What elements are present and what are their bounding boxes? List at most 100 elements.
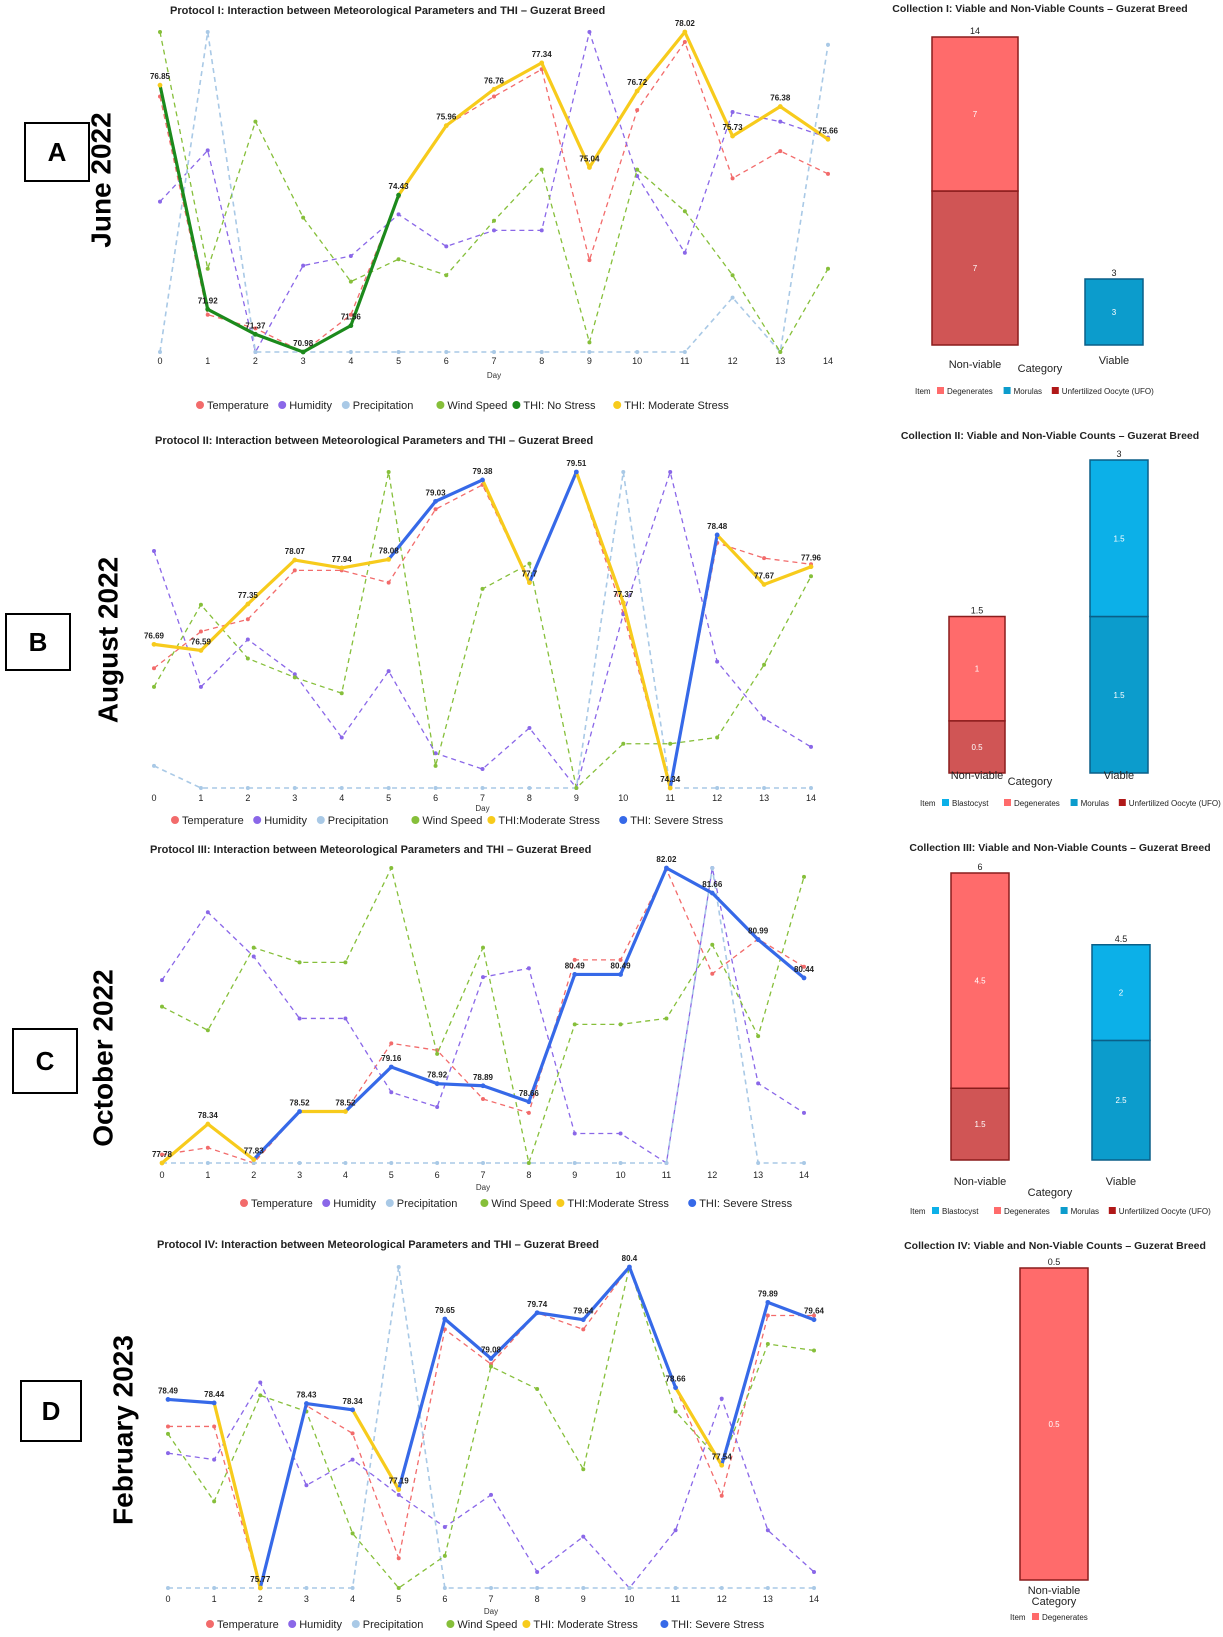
thi-segment (252, 1109, 302, 1162)
point-humidity (292, 672, 297, 677)
point-precipitation (251, 1161, 256, 1165)
point-wind (826, 266, 830, 271)
thi-point (257, 1585, 263, 1591)
point-precipitation (730, 295, 735, 300)
point-wind (527, 561, 532, 566)
series-line-precipitation (162, 867, 804, 1164)
bar-legend-label: Blastocyst (942, 1207, 979, 1216)
thi-segment (574, 470, 625, 605)
point-humidity (526, 966, 531, 971)
x-tick-label: 7 (480, 1170, 485, 1180)
point-wind (339, 691, 344, 696)
point-precipitation (396, 1265, 401, 1269)
bar-legend-swatch (1003, 387, 1011, 394)
thi-segment (527, 470, 578, 585)
x-tick-label: 8 (527, 793, 532, 803)
thi-segment (444, 87, 496, 128)
series-line-precipitation (168, 1266, 814, 1589)
point-humidity (587, 30, 592, 34)
x-tick-label: 10 (624, 1594, 634, 1604)
thi-segment (340, 557, 391, 570)
point-wind (481, 945, 485, 950)
point-temperature (433, 507, 438, 512)
thi-segment (343, 1065, 393, 1114)
thi-data-label: 71.37 (245, 321, 266, 330)
bar-category-label: Viable (1104, 770, 1134, 782)
x-tick-label: 7 (491, 356, 496, 366)
point-temperature (526, 1110, 531, 1115)
thi-segment (730, 104, 782, 138)
thi-data-label: 79.74 (527, 1300, 548, 1309)
point-temperature (166, 1424, 170, 1429)
x-tick-label: 9 (587, 356, 592, 366)
x-tick-label: 2 (253, 356, 258, 366)
thi-segment (668, 533, 719, 790)
legend-marker (385, 1199, 394, 1207)
thi-data-label: 78.07 (285, 547, 306, 556)
x-tick-label: 3 (304, 1594, 309, 1604)
point-wind (574, 786, 579, 790)
thi-data-label: 80.99 (748, 927, 769, 936)
legend-label: THI: Moderate Stress (533, 1619, 638, 1631)
point-precipitation (682, 350, 687, 354)
bar-segment-blastocyst (1089, 459, 1149, 618)
bar-axis-title: Category (1018, 363, 1063, 375)
bar-segment-label: 1.5 (1113, 691, 1125, 700)
point-humidity (396, 212, 401, 217)
thi-point (300, 349, 306, 355)
bar-category-label: Non-viable (949, 359, 1002, 371)
thi-data-label: 80.49 (611, 961, 632, 970)
bar-legend-label: Degenerates (1042, 1613, 1088, 1622)
bar-legend-title: Item (915, 387, 931, 396)
point-precipitation (539, 350, 544, 354)
legend-label: Precipitation (363, 1619, 424, 1631)
legend-marker (253, 816, 262, 824)
bar-legend-title: Item (910, 1207, 926, 1216)
x-tick-label: 2 (245, 793, 250, 803)
legend-label: THI: No Stress (523, 400, 596, 412)
point-precipitation (198, 786, 203, 790)
point-humidity (778, 119, 783, 124)
thi-data-label: 79.03 (426, 488, 447, 497)
bar-chart: Collection II: Viable and Non-Viable Cou… (901, 430, 1221, 808)
thi-point (165, 1397, 171, 1402)
line-legend: Temperature Humidity Precipitation Wind Spe… (240, 1198, 793, 1210)
point-humidity (198, 684, 203, 689)
bar-segment-label: 0.5 (971, 743, 983, 752)
bar-legend-swatch (1070, 799, 1078, 806)
thi-segment (492, 61, 544, 91)
point-wind (251, 945, 256, 950)
panel-letter-box: C (12, 1028, 78, 1094)
point-wind (166, 1431, 170, 1436)
thi-point (396, 1487, 402, 1492)
point-temperature (730, 176, 735, 181)
bar-segment-degenerates (948, 720, 1006, 774)
thi-data-label: 78.34 (198, 1111, 219, 1120)
x-tick-label: 0 (165, 1594, 170, 1604)
thi-data-label: 74.34 (660, 775, 681, 784)
thi-point (151, 641, 157, 647)
point-wind (198, 602, 203, 607)
point-humidity (442, 1525, 447, 1530)
point-precipitation (389, 1161, 394, 1165)
thi-point (730, 133, 735, 139)
bar-segment-morulas (1084, 278, 1144, 346)
point-precipitation (756, 1161, 761, 1165)
point-humidity (160, 978, 164, 983)
x-tick-label: 8 (539, 356, 544, 366)
thi-segment (621, 601, 672, 790)
point-humidity (205, 910, 210, 915)
point-wind (778, 350, 783, 354)
bar-legend-label: Blastocyst (952, 799, 989, 808)
legend-marker (351, 1620, 360, 1628)
point-wind (635, 167, 640, 172)
thi-data-label: 82.02 (656, 855, 677, 864)
bar-category-label: Non-viable (954, 1176, 1007, 1188)
thi-data-label: 78.92 (427, 1071, 448, 1080)
thi-data-label: 70.98 (293, 339, 314, 348)
thi-data-label: 79.08 (481, 1346, 502, 1355)
point-wind (715, 735, 720, 740)
x-tick-label: 1 (205, 356, 210, 366)
thi-data-label: 78.08 (379, 546, 400, 555)
x-axis-title: Day (476, 1183, 490, 1192)
